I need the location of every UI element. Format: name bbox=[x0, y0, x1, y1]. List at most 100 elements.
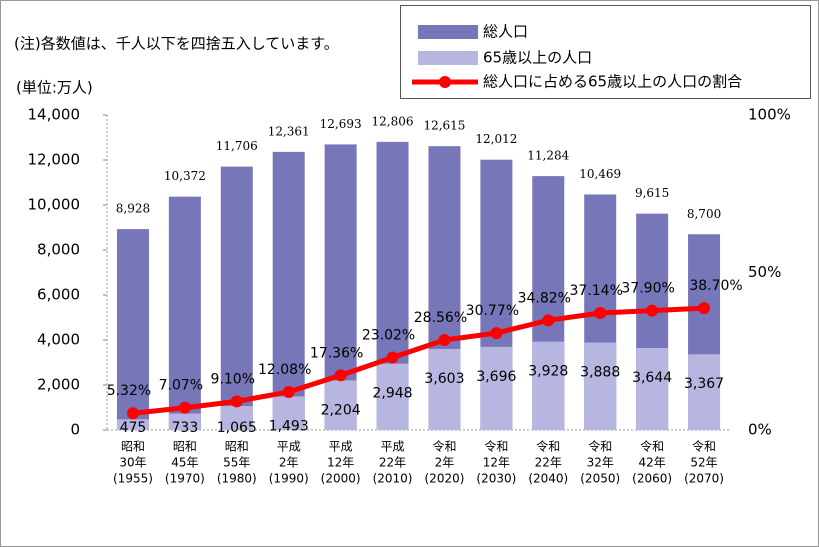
bar bbox=[272, 151, 305, 430]
x-tick-label: 45年 bbox=[171, 456, 198, 470]
x-tick-label: 12年 bbox=[327, 456, 354, 470]
x-tick-label: (2040) bbox=[528, 472, 568, 486]
value-label: 10,372 bbox=[164, 169, 206, 183]
bar bbox=[636, 348, 669, 430]
value-label: 3,644 bbox=[632, 370, 672, 386]
value-label: 12,615 bbox=[423, 119, 465, 133]
x-tick-label: 12年 bbox=[483, 456, 510, 470]
x-tick-label: 52年 bbox=[690, 456, 717, 470]
x-tick-label: (1990) bbox=[269, 472, 309, 486]
value-label: 1,493 bbox=[269, 418, 309, 434]
y2-tick-label: 100% bbox=[748, 106, 791, 124]
line-point bbox=[490, 327, 503, 340]
y2-tick-label: 0% bbox=[748, 421, 772, 439]
line-point bbox=[334, 369, 347, 382]
value-label: 38.70% bbox=[689, 278, 742, 294]
x-tick-label: 平成 bbox=[381, 440, 405, 454]
value-label: 8,928 bbox=[116, 202, 150, 216]
x-tick-label: 令和 bbox=[640, 439, 664, 454]
x-tick-label: 昭和 bbox=[173, 440, 197, 454]
legend-swatch bbox=[439, 76, 451, 88]
value-label: 12.08% bbox=[258, 362, 311, 378]
x-tick-label: (1970) bbox=[165, 472, 205, 486]
bar bbox=[116, 419, 149, 430]
value-label: 1,065 bbox=[217, 420, 257, 436]
x-tick-label: 令和 bbox=[588, 439, 612, 454]
value-label: 2,204 bbox=[321, 402, 361, 418]
value-label: 10,469 bbox=[579, 167, 621, 181]
x-tick-label: 2年 bbox=[279, 456, 299, 470]
line-point bbox=[282, 385, 295, 398]
x-tick-label: 平成 bbox=[329, 440, 353, 454]
value-label: 12,806 bbox=[372, 114, 414, 128]
value-label: 23.02% bbox=[362, 327, 415, 343]
x-tick-label: (1955) bbox=[113, 472, 153, 486]
value-label: 30.77% bbox=[466, 303, 519, 319]
x-tick-label: (1980) bbox=[217, 472, 257, 486]
x-tick-label: 令和 bbox=[484, 439, 508, 454]
legend-label: 65歳以上の人口 bbox=[483, 49, 592, 67]
value-label: 37.14% bbox=[570, 283, 623, 299]
value-label: 7.07% bbox=[159, 378, 203, 394]
line-point bbox=[438, 334, 451, 347]
y-tick-label: 2,000 bbox=[37, 376, 80, 394]
x-tick-label: (2010) bbox=[373, 472, 413, 486]
x-tick-label: 令和 bbox=[692, 439, 716, 454]
bar bbox=[376, 363, 409, 430]
value-label: 3,888 bbox=[580, 365, 620, 381]
line-point bbox=[386, 351, 399, 364]
x-tick-label: 32年 bbox=[587, 456, 614, 470]
line-point bbox=[698, 302, 711, 315]
bar bbox=[584, 342, 617, 430]
bar bbox=[480, 346, 513, 430]
y-axis-label: (単位:万人) bbox=[16, 79, 93, 97]
x-tick-label: 2年 bbox=[435, 456, 455, 470]
note: (注)各数値は、千人以下を四捨五入しています。 bbox=[14, 35, 339, 53]
bar bbox=[272, 396, 305, 430]
x-tick-label: 42年 bbox=[638, 456, 665, 470]
line-point bbox=[230, 395, 243, 408]
bar bbox=[116, 229, 149, 430]
y-tick-label: 8,000 bbox=[37, 241, 80, 259]
bar bbox=[532, 341, 565, 430]
x-tick-label: 22年 bbox=[379, 456, 406, 470]
x-tick-label: (2030) bbox=[476, 472, 516, 486]
value-label: 3,603 bbox=[424, 371, 464, 387]
value-label: 11,706 bbox=[216, 139, 258, 153]
bar bbox=[168, 196, 201, 430]
line-point bbox=[594, 307, 607, 320]
bar bbox=[688, 354, 721, 430]
x-tick-label: 平成 bbox=[277, 440, 301, 454]
x-tick-label: 令和 bbox=[536, 439, 560, 454]
bar bbox=[168, 413, 201, 430]
value-label: 8,700 bbox=[687, 207, 721, 221]
y-tick-label: 14,000 bbox=[28, 106, 81, 124]
bar bbox=[324, 380, 357, 430]
value-label: 12,361 bbox=[268, 124, 310, 138]
x-tick-label: (2020) bbox=[425, 472, 465, 486]
y-tick-label: 12,000 bbox=[28, 151, 81, 169]
bar bbox=[220, 406, 253, 430]
x-tick-label: (2070) bbox=[684, 472, 724, 486]
value-label: 5.32% bbox=[107, 383, 151, 399]
x-tick-label: (2000) bbox=[321, 472, 361, 486]
line bbox=[132, 305, 705, 416]
value-label: 475 bbox=[120, 420, 147, 436]
legend-label: 総人口 bbox=[483, 23, 528, 41]
x-tick-label: 55年 bbox=[223, 456, 250, 470]
legend-swatch bbox=[418, 25, 478, 39]
y2-tick-label: 50% bbox=[748, 263, 781, 281]
x-tick-label: 30年 bbox=[119, 456, 146, 470]
bar bbox=[220, 166, 253, 431]
line-point bbox=[646, 304, 659, 317]
value-label: 28.56% bbox=[414, 310, 467, 326]
line-point bbox=[542, 314, 555, 327]
value-label: 3,696 bbox=[476, 369, 516, 385]
line-point bbox=[126, 407, 139, 420]
legend-swatch bbox=[418, 51, 478, 65]
value-label: 9,615 bbox=[635, 186, 669, 200]
x-tick-label: 昭和 bbox=[225, 440, 249, 454]
value-label: 11,284 bbox=[527, 149, 569, 163]
value-label: 12,012 bbox=[475, 132, 517, 146]
